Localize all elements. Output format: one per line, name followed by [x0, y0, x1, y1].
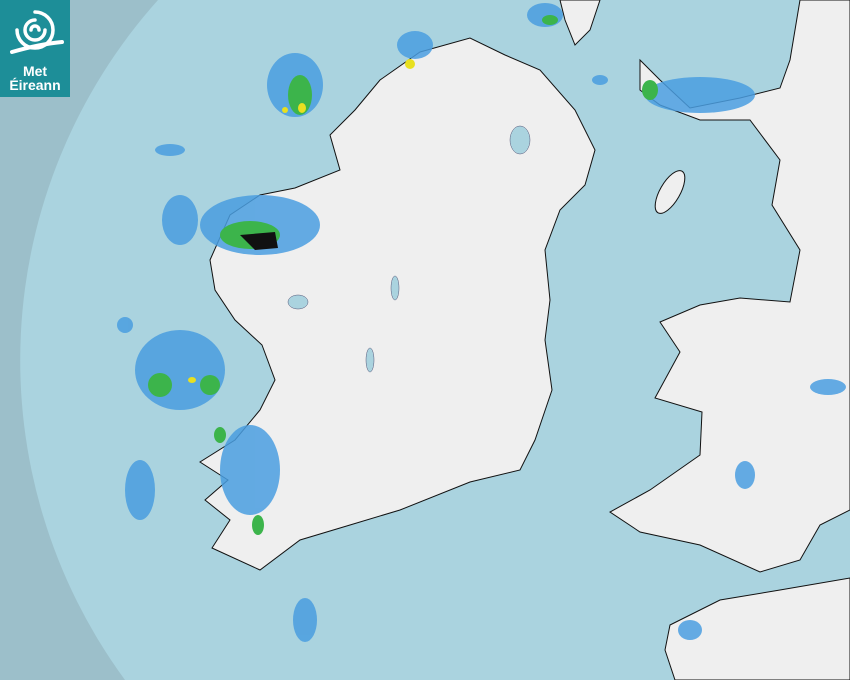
- land-patch-black: [240, 232, 278, 250]
- logo-text-met: Met: [22, 63, 48, 79]
- cornwall-devon: [664, 577, 850, 680]
- scotland-kintyre: [559, 0, 601, 46]
- met-eireann-swirl-logo-icon: [10, 10, 64, 54]
- met-eireann-logo: Met Éireann: [0, 0, 70, 97]
- isle-of-man: [654, 170, 686, 214]
- lakes: [287, 125, 531, 373]
- logo-text-eireann: Éireann: [9, 77, 61, 93]
- rain-echoes: [117, 3, 846, 642]
- great-britain: [609, 0, 850, 573]
- land-masses: [199, 0, 850, 680]
